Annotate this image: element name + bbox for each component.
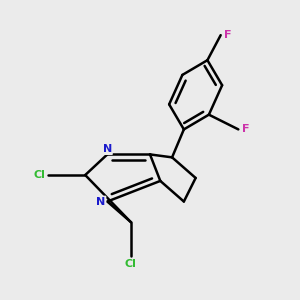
Text: N: N [103,144,112,154]
Text: N: N [96,196,106,206]
Text: Cl: Cl [125,259,137,269]
Text: F: F [242,124,249,134]
Text: F: F [224,30,232,40]
Text: Cl: Cl [34,170,46,180]
